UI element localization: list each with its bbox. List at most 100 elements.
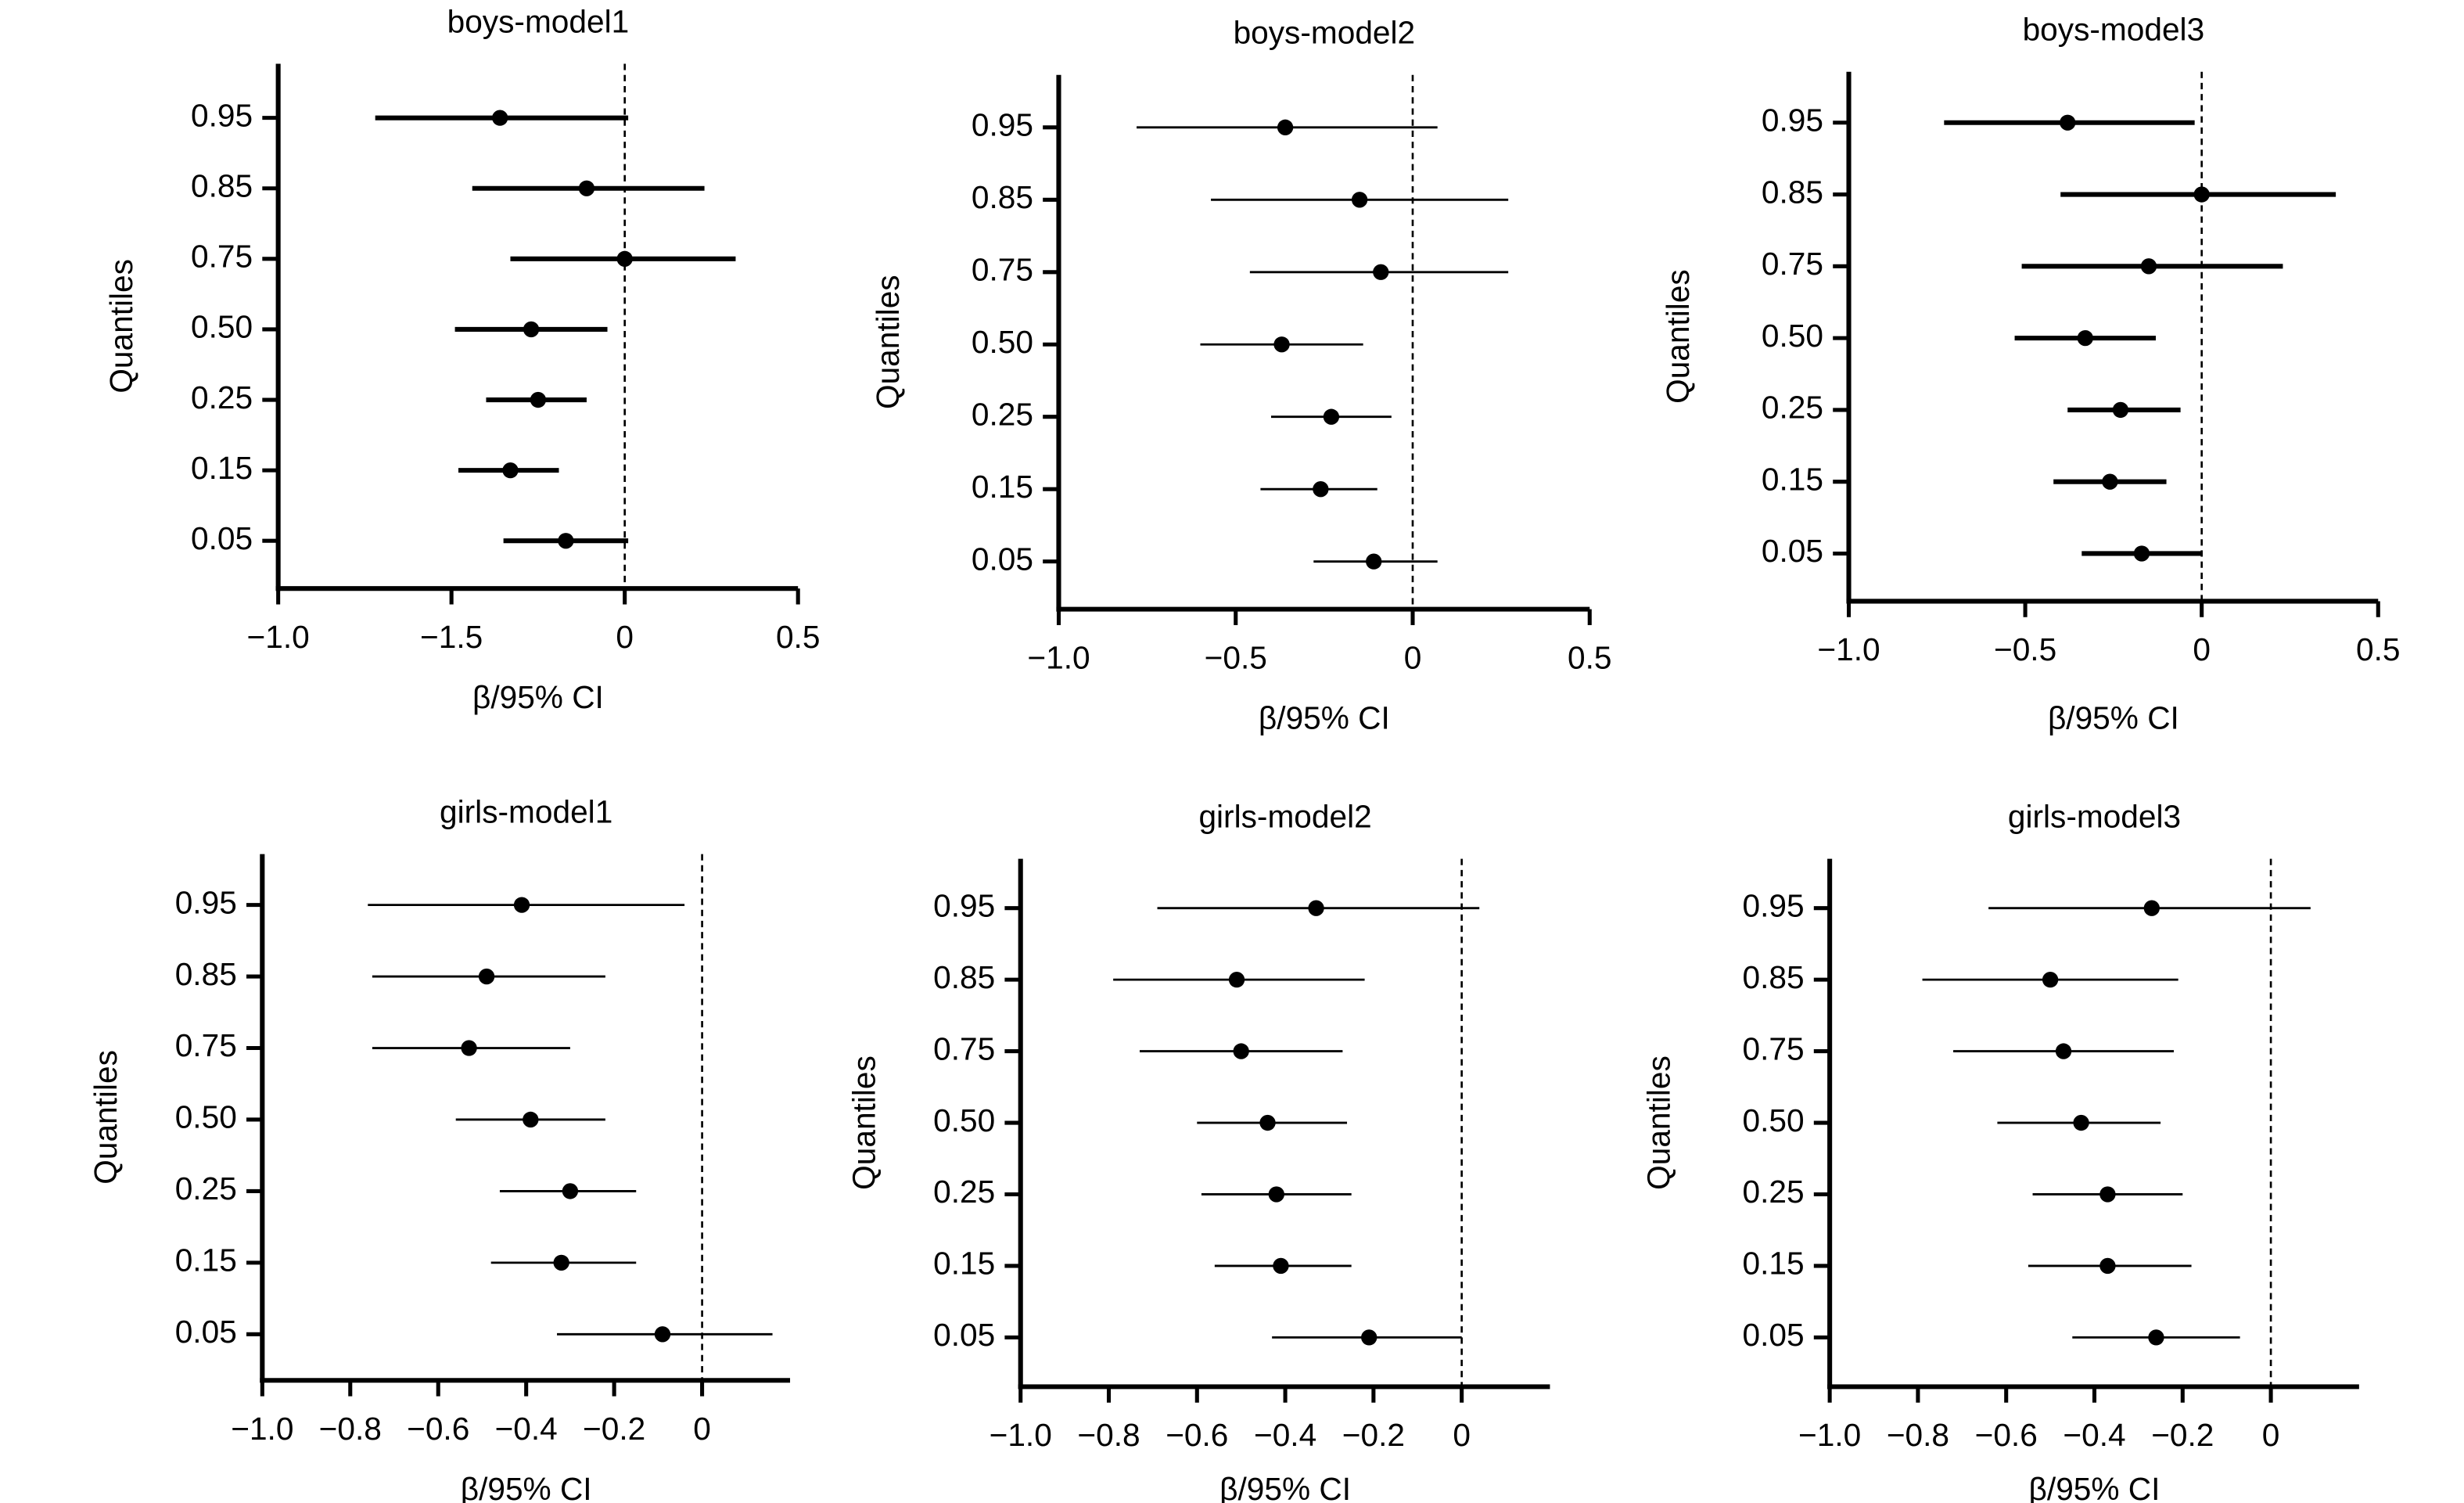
x-tick-label: −0.6 — [1975, 1417, 2038, 1453]
x-axis-label: β/95% CI — [1219, 1471, 1351, 1503]
y-tick-label: 0.50 — [933, 1102, 995, 1138]
panel: boys-model1 β/95% CI Quantiles −1.0 −1.5 0 0.5… — [103, 3, 820, 715]
point-estimate — [1273, 336, 1290, 353]
y-tick-label: 0.50 — [1762, 318, 1823, 354]
panel: boys-model3 β/95% CI Quantiles −1.0 −0.5 0 0.5… — [1660, 12, 2401, 736]
x-tick-label: −0.4 — [2063, 1417, 2125, 1453]
y-tick-label: 0.85 — [972, 179, 1033, 215]
y-tick-label: 0.25 — [933, 1174, 995, 1210]
y-tick-label: 0.50 — [175, 1099, 237, 1135]
point-estimate — [2042, 971, 2059, 988]
y-tick-label: 0.25 — [175, 1170, 237, 1206]
panel: boys-model2 β/95% CI Quantiles −1.0 −0.5 0 0.5… — [870, 15, 1612, 736]
y-axis-label: Quantiles — [870, 275, 906, 409]
point-estimate — [2143, 900, 2160, 916]
point-estimate — [478, 968, 495, 985]
y-tick-label: 0.85 — [933, 959, 995, 995]
panel-title: boys-model1 — [447, 3, 630, 39]
x-tick-label: −0.8 — [1077, 1417, 1140, 1453]
y-axis-label: Quantiles — [103, 259, 139, 394]
point-estimate — [2077, 329, 2093, 347]
point-estimate — [2099, 1257, 2116, 1275]
point-estimate — [2073, 1114, 2089, 1131]
x-tick-label: 0 — [1453, 1417, 1471, 1453]
y-tick-label: 0.95 — [972, 107, 1033, 143]
x-tick-label: −0.6 — [1166, 1417, 1228, 1453]
point-estimate — [553, 1254, 569, 1271]
y-tick-label: 0.25 — [191, 379, 253, 415]
point-estimate — [562, 1183, 579, 1199]
point-estimate — [2060, 114, 2076, 131]
x-tick-label: −1.0 — [990, 1417, 1052, 1453]
point-estimate — [654, 1326, 671, 1343]
point-estimate — [1366, 553, 1382, 570]
point-estimate — [2055, 1043, 2072, 1059]
x-tick-label: 0.5 — [1568, 639, 1611, 675]
y-tick-label: 0.95 — [175, 884, 237, 920]
x-tick-label: −1.5 — [420, 619, 483, 655]
point-estimate — [1268, 1186, 1284, 1203]
point-estimate — [1308, 900, 1324, 916]
point-estimate — [1273, 1257, 1289, 1275]
x-tick-label: −1.0 — [231, 1411, 293, 1447]
y-axis-label: Quantiles — [1660, 269, 1696, 404]
point-estimate — [578, 180, 595, 196]
y-tick-label: 0.15 — [191, 450, 253, 486]
point-estimate — [492, 110, 508, 126]
x-tick-label: −0.4 — [495, 1411, 558, 1447]
point-estimate — [530, 391, 547, 408]
panel: girls-model3 β/95% CI Quantiles −1.0 −0.8 −0.… — [1640, 799, 2359, 1503]
y-tick-label: 0.95 — [191, 97, 253, 133]
point-estimate — [523, 1111, 539, 1128]
panel: girls-model2 β/95% CI Quantiles −1.0 −0.8 −0.… — [846, 799, 1550, 1503]
panel-title: girls-model1 — [440, 794, 612, 830]
point-estimate — [502, 462, 519, 479]
x-tick-label: 0 — [616, 619, 634, 655]
y-tick-label: 0.15 — [1762, 461, 1823, 497]
y-tick-label: 0.75 — [191, 239, 253, 275]
x-axis-label: β/95% CI — [472, 679, 604, 715]
y-tick-label: 0.05 — [175, 1314, 237, 1350]
point-estimate — [513, 897, 530, 913]
point-estimate — [1228, 971, 1245, 988]
panel-title: girls-model2 — [1198, 799, 1371, 835]
y-tick-label: 0.75 — [1743, 1030, 1805, 1066]
y-tick-label: 0.05 — [1762, 533, 1823, 569]
y-tick-label: 0.05 — [933, 1317, 995, 1353]
panel-title: boys-model2 — [1234, 15, 1416, 51]
y-tick-label: 0.05 — [972, 541, 1033, 577]
point-estimate — [1361, 1329, 1377, 1346]
x-axis-label: β/95% CI — [1259, 700, 1390, 736]
y-tick-label: 0.05 — [191, 520, 253, 556]
panel-title: boys-model3 — [2023, 12, 2205, 48]
x-tick-label: −0.5 — [1994, 631, 2056, 667]
point-estimate — [616, 250, 633, 267]
x-tick-label: −1.0 — [247, 619, 310, 655]
point-estimate — [1351, 192, 1368, 208]
x-tick-label: −0.8 — [319, 1411, 382, 1447]
y-axis-label: Quantiles — [1640, 1055, 1676, 1190]
y-tick-label: 0.25 — [1762, 390, 1823, 426]
panel-title: girls-model3 — [2008, 799, 2181, 835]
x-axis-label: β/95% CI — [2048, 700, 2179, 736]
y-tick-label: 0.15 — [175, 1242, 237, 1278]
x-tick-label: 0.5 — [776, 619, 820, 655]
point-estimate — [1259, 1114, 1276, 1131]
x-tick-label: 0.5 — [2356, 631, 2400, 667]
y-tick-label: 0.15 — [972, 469, 1033, 505]
y-tick-label: 0.75 — [175, 1027, 237, 1063]
x-tick-label: −1.0 — [1027, 639, 1090, 675]
point-estimate — [1313, 481, 1329, 498]
x-tick-label: −0.2 — [583, 1411, 645, 1447]
y-tick-label: 0.85 — [191, 167, 253, 203]
y-tick-label: 0.15 — [933, 1246, 995, 1282]
x-tick-label: 0 — [1404, 639, 1422, 675]
y-tick-label: 0.25 — [972, 396, 1033, 432]
y-tick-label: 0.85 — [175, 956, 237, 992]
x-tick-label: 0 — [693, 1411, 711, 1447]
y-tick-label: 0.15 — [1743, 1246, 1805, 1282]
x-tick-label: −1.0 — [1798, 1417, 1861, 1453]
y-tick-label: 0.50 — [1743, 1102, 1805, 1138]
